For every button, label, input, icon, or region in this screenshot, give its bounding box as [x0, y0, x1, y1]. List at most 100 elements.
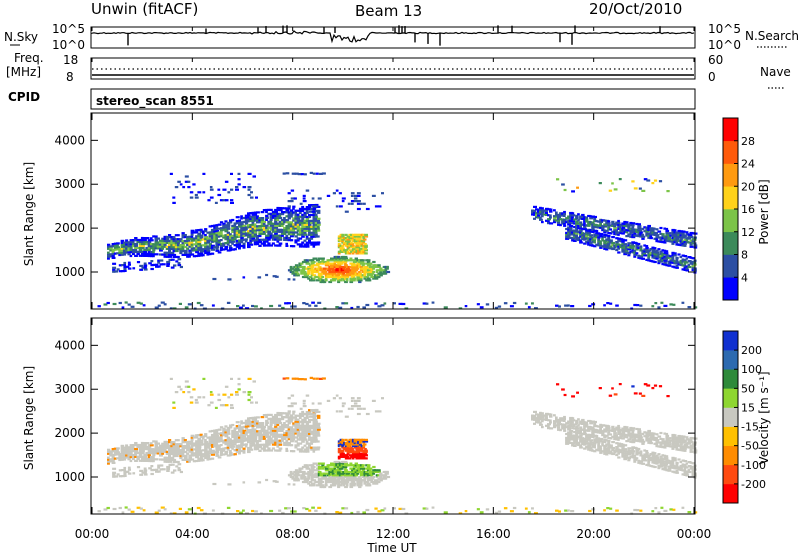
- velocity-cell: [161, 450, 164, 453]
- velocity-cell: [605, 434, 609, 437]
- power-cell: [377, 305, 382, 308]
- velocity-cell: [207, 404, 211, 407]
- velocity-cell: [181, 449, 185, 452]
- power-cell: [242, 232, 247, 235]
- power-cell: [165, 237, 170, 241]
- power-cell: [271, 226, 276, 229]
- velocity-cell: [361, 464, 365, 467]
- power-cell: [354, 259, 358, 262]
- velocity-cell: [145, 453, 149, 457]
- power-cell: [348, 249, 353, 252]
- velocity-cell: [278, 441, 283, 444]
- velocity-cell: [235, 391, 239, 394]
- power-cell: [215, 224, 219, 227]
- power-cell: [605, 238, 609, 241]
- power-cell: [274, 238, 277, 241]
- velocity-cell: [305, 411, 309, 414]
- velocity-cell: [222, 441, 226, 444]
- power-cell: [579, 233, 583, 236]
- power-cell: [163, 243, 167, 246]
- velocity-cell: [344, 465, 348, 469]
- power-cell: [585, 224, 589, 227]
- velocity-cell: [379, 472, 383, 475]
- power-cell: [345, 269, 349, 272]
- velocity-cell: [140, 445, 144, 449]
- velocity-cell: [231, 453, 236, 456]
- power-cell: [199, 234, 204, 237]
- power-cell: [651, 246, 655, 249]
- velocity-cell: [276, 433, 280, 436]
- power-cell: [607, 236, 611, 240]
- power-cell: [127, 251, 131, 254]
- velocity-cell: [114, 475, 119, 478]
- velocity-cell: [631, 435, 634, 438]
- power-cell: [631, 230, 634, 233]
- power-cell: [262, 220, 266, 223]
- power-cell: [287, 217, 291, 220]
- velocity-cell: [629, 432, 633, 435]
- power-cell: [310, 259, 315, 262]
- power-cell: [623, 251, 626, 254]
- power-cell: [631, 243, 635, 246]
- power-cell: [372, 267, 375, 270]
- power-cell: [122, 251, 127, 254]
- velocity-cell: [366, 465, 371, 469]
- velocity-cell: [635, 449, 640, 452]
- power-cell: [641, 235, 646, 238]
- power-cell: [601, 229, 605, 232]
- power-cell: [256, 211, 260, 214]
- power-cell: [561, 183, 565, 186]
- power-cell: [317, 225, 320, 228]
- power-cell: [607, 220, 611, 223]
- velocity-cell: [202, 396, 206, 399]
- power-cell: [352, 279, 356, 282]
- velocity-cell: [563, 415, 566, 419]
- power-cell: [294, 270, 299, 274]
- power-cell: [143, 250, 147, 253]
- velocity-cell: [274, 449, 278, 452]
- power-cell: [363, 267, 367, 270]
- power-cell: [212, 277, 217, 281]
- power-cell: [512, 301, 517, 305]
- velocity-cell: [262, 431, 266, 434]
- power-cell: [344, 302, 349, 305]
- power-cell: [337, 243, 341, 246]
- power-cell: [637, 229, 642, 232]
- power-cell: [150, 264, 155, 267]
- velocity-cell: [149, 442, 153, 445]
- power-cell: [575, 222, 579, 225]
- power-cell: [247, 220, 250, 223]
- power-cell: [637, 235, 641, 238]
- power-cell: [197, 238, 202, 242]
- velocity-cell: [312, 377, 316, 380]
- power-cell: [152, 243, 155, 246]
- power-cell: [231, 240, 236, 243]
- velocity-cell: [619, 435, 624, 438]
- power-cell: [210, 246, 214, 249]
- velocity-cell: [201, 435, 205, 438]
- power-cell: [269, 244, 274, 247]
- velocity-cell: [317, 480, 321, 484]
- velocity-cell: [285, 449, 289, 452]
- velocity-cell: [134, 449, 138, 453]
- velocity-cell: [601, 450, 606, 453]
- power-cell: [177, 264, 182, 267]
- power-cell: [531, 302, 534, 305]
- power-cell: [314, 213, 318, 216]
- velocity-cell: [204, 452, 208, 455]
- velocity-heatmap: [97, 376, 698, 515]
- velocity-cell: [247, 431, 251, 434]
- power-cell: [392, 302, 396, 305]
- power-cell: [675, 258, 679, 261]
- velocity-cell: [597, 445, 601, 448]
- power-cell: [267, 220, 272, 223]
- power-cell: [206, 239, 211, 242]
- velocity-cell: [226, 442, 231, 445]
- velocity-cell: [231, 435, 235, 438]
- velocity-cell: [296, 479, 300, 482]
- power-cell: [328, 280, 333, 284]
- velocity-cell: [159, 468, 163, 471]
- power-cell: [671, 230, 675, 233]
- velocity-cell: [310, 442, 314, 445]
- power-cell: [109, 249, 113, 252]
